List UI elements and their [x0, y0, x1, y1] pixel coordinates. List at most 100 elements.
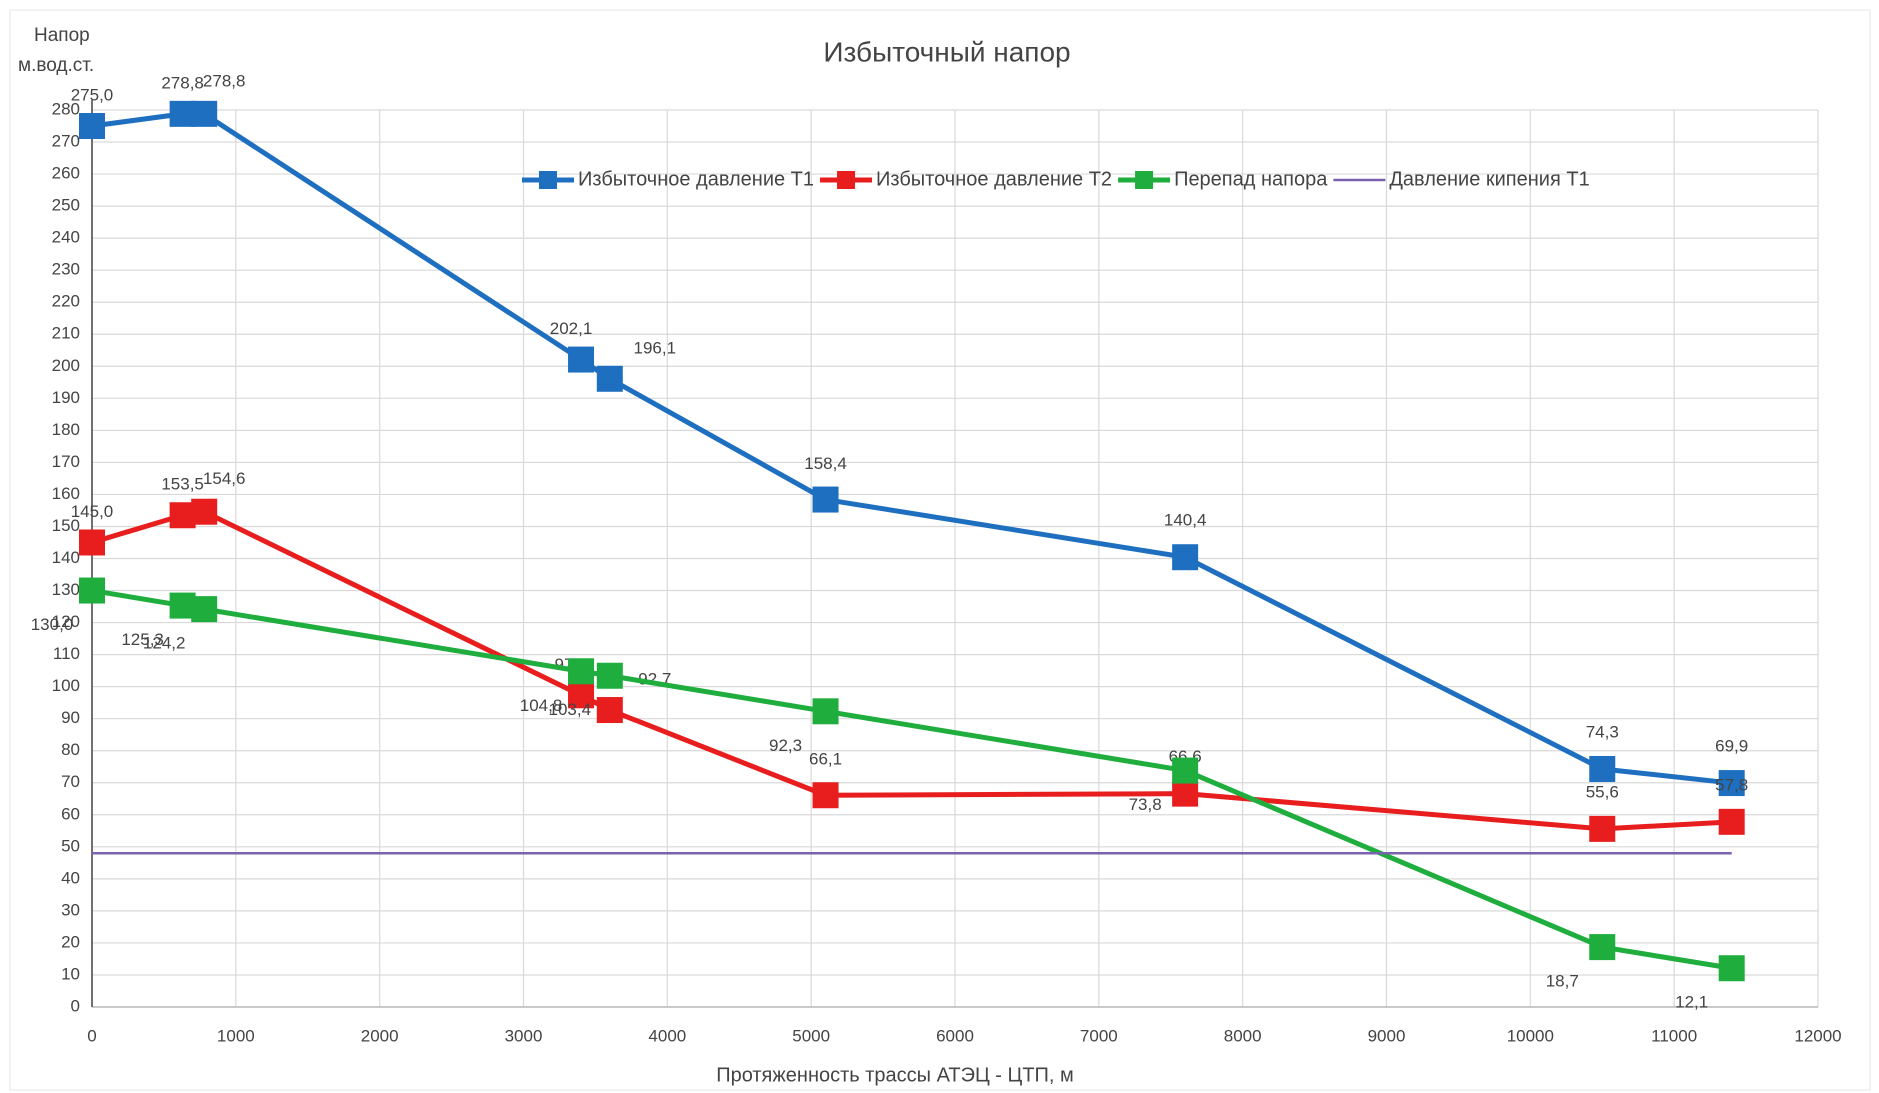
- data-label: 153,5: [161, 475, 204, 494]
- marker: [1172, 780, 1199, 807]
- y-axis-label: м.вод.ст.: [18, 55, 94, 76]
- data-label: 74,3: [1586, 722, 1619, 741]
- data-label: 125,3: [121, 630, 164, 649]
- x-tick-label: 8000: [1224, 1026, 1262, 1045]
- marker: [812, 486, 839, 513]
- y-tick-label: 200: [52, 356, 80, 375]
- x-tick-label: 6000: [936, 1026, 974, 1045]
- data-label: 12,1: [1675, 993, 1708, 1012]
- x-tick-label: 4000: [648, 1026, 686, 1045]
- y-tick-label: 130: [52, 580, 80, 599]
- legend-label: Перепад напора: [1174, 168, 1328, 190]
- marker: [1718, 955, 1745, 982]
- marker: [568, 658, 595, 685]
- y-tick-label: 160: [52, 484, 80, 503]
- data-label: 124,2: [143, 634, 186, 653]
- legend-label: Давление кипения Т1: [1389, 168, 1589, 190]
- marker: [191, 596, 218, 623]
- y-tick-label: 0: [71, 996, 80, 1015]
- x-tick-label: 0: [87, 1026, 96, 1045]
- y-tick-label: 190: [52, 388, 80, 407]
- y-tick-label: 50: [61, 836, 80, 855]
- y-tick-label: 70: [61, 772, 80, 791]
- legend-label: Избыточное давление Т1: [578, 168, 814, 190]
- y-tick-label: 90: [61, 708, 80, 727]
- data-label: 57,8: [1715, 775, 1748, 794]
- chart-border: [9, 9, 1871, 1091]
- marker: [596, 365, 623, 392]
- y-tick-label: 140: [52, 548, 80, 567]
- marker: [568, 682, 595, 709]
- y-tick-label: 280: [52, 99, 80, 118]
- y-tick-label: 30: [61, 900, 80, 919]
- marker: [596, 662, 623, 689]
- marker: [1589, 934, 1616, 961]
- x-tick-label: 9000: [1368, 1026, 1406, 1045]
- marker: [79, 113, 105, 140]
- marker: [1589, 815, 1616, 842]
- y-tick-label: 210: [52, 324, 80, 343]
- y-tick-label: 40: [61, 868, 80, 887]
- y-tick-label: 20: [61, 932, 80, 951]
- x-tick-label: 5000: [792, 1026, 830, 1045]
- y-axis-label: Напор: [34, 25, 90, 46]
- data-label: 92,3: [769, 736, 802, 755]
- legend-marker: [539, 171, 557, 189]
- data-label: 140,4: [1164, 511, 1207, 530]
- y-tick-label: 250: [52, 196, 80, 215]
- y-tick-label: 230: [52, 260, 80, 279]
- data-label: 130,0: [31, 615, 74, 634]
- data-label: 278,8: [203, 71, 246, 90]
- data-label: 18,7: [1546, 972, 1579, 991]
- data-label: 202,1: [550, 319, 593, 338]
- x-tick-label: 1000: [217, 1026, 255, 1045]
- marker: [191, 498, 218, 525]
- x-tick-label: 12000: [1794, 1026, 1841, 1045]
- y-tick-label: 120: [52, 612, 80, 631]
- data-label: 55,6: [1586, 782, 1619, 801]
- y-tick-label: 170: [52, 452, 80, 471]
- x-tick-label: 10000: [1507, 1026, 1554, 1045]
- y-tick-label: 150: [52, 516, 80, 535]
- y-tick-label: 240: [52, 228, 80, 247]
- marker: [1718, 808, 1745, 835]
- x-axis-label: Протяженность трассы АТЭЦ - ЦТП, м: [716, 1064, 1074, 1086]
- x-tick-label: 2000: [361, 1026, 399, 1045]
- y-tick-label: 180: [52, 420, 80, 439]
- y-tick-label: 270: [52, 132, 80, 151]
- marker: [812, 782, 839, 809]
- series-line: [91, 111, 1732, 786]
- data-label: 73,8: [1129, 795, 1162, 814]
- y-tick-label: 220: [52, 292, 80, 311]
- legend-label: Избыточное давление Т2: [876, 168, 1112, 190]
- x-tick-label: 3000: [505, 1026, 543, 1045]
- marker: [812, 698, 839, 725]
- marker: [79, 529, 105, 556]
- y-tick-label: 60: [61, 804, 80, 823]
- legend-marker: [1135, 171, 1154, 189]
- data-label: 275,0: [71, 86, 114, 105]
- chart-title: Избыточный напор: [823, 36, 1070, 67]
- y-tick-label: 10: [61, 964, 80, 983]
- marker: [1172, 544, 1199, 571]
- data-label: 196,1: [634, 338, 677, 357]
- marker: [1718, 770, 1745, 797]
- legend-marker: [837, 171, 856, 189]
- marker: [191, 100, 218, 127]
- x-tick-label: 11000: [1651, 1026, 1697, 1045]
- marker: [596, 697, 623, 724]
- marker: [1172, 757, 1199, 784]
- data-label: 158,4: [804, 454, 847, 473]
- y-tick-label: 100: [52, 676, 80, 695]
- marker: [79, 577, 105, 604]
- data-label: 278,8: [161, 73, 204, 92]
- series-line: [91, 509, 1732, 832]
- marker: [568, 346, 595, 373]
- data-label: 104,8: [520, 696, 563, 715]
- y-tick-label: 260: [52, 164, 80, 183]
- marker: [1589, 755, 1616, 782]
- data-label: 154,6: [203, 469, 246, 488]
- data-label: 66,1: [809, 750, 842, 769]
- y-tick-label: 80: [61, 740, 80, 759]
